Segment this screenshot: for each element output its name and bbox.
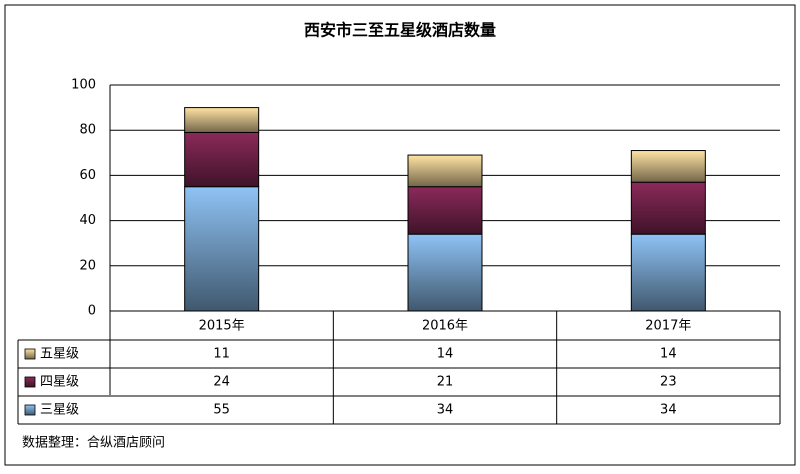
table-value: 14 <box>660 347 677 362</box>
y-tick-label: 0 <box>88 304 96 319</box>
legend-label: 四星级 <box>40 375 79 390</box>
x-tick-label: 2017年 <box>645 319 691 334</box>
bar-segment <box>407 186 483 235</box>
y-tick-label: 60 <box>79 168 96 183</box>
legend-label: 五星级 <box>40 347 79 362</box>
bar-segment <box>184 107 260 133</box>
x-tick-label: 2016年 <box>422 319 468 334</box>
bar-segment <box>184 186 260 312</box>
table-value: 24 <box>213 375 230 390</box>
bar-segment <box>630 233 706 312</box>
source-note: 数据整理：合纵酒店顾问 <box>22 436 165 451</box>
table-value: 23 <box>660 375 677 390</box>
bar-segment <box>630 150 706 183</box>
table-value: 34 <box>437 403 454 418</box>
y-tick-label: 20 <box>79 258 96 273</box>
legend-swatch <box>24 404 36 416</box>
x-tick-label: 2015年 <box>199 319 245 334</box>
table-value: 34 <box>660 403 677 418</box>
bar-segment <box>184 131 260 188</box>
y-tick-label: 100 <box>71 78 96 93</box>
bar-segment <box>630 181 706 235</box>
table-value: 11 <box>213 347 230 362</box>
table-value: 14 <box>437 347 454 362</box>
legend-label: 三星级 <box>40 403 79 418</box>
y-tick-label: 40 <box>79 213 96 228</box>
table-value: 55 <box>213 403 230 418</box>
table-value: 21 <box>437 375 454 390</box>
bar-segment <box>407 154 483 188</box>
legend-swatch <box>24 348 36 360</box>
bar-segment <box>407 233 483 312</box>
chart-title: 西安市三至五星级酒店数量 <box>304 21 496 40</box>
legend-swatch <box>24 376 36 388</box>
y-tick-label: 80 <box>79 123 96 138</box>
